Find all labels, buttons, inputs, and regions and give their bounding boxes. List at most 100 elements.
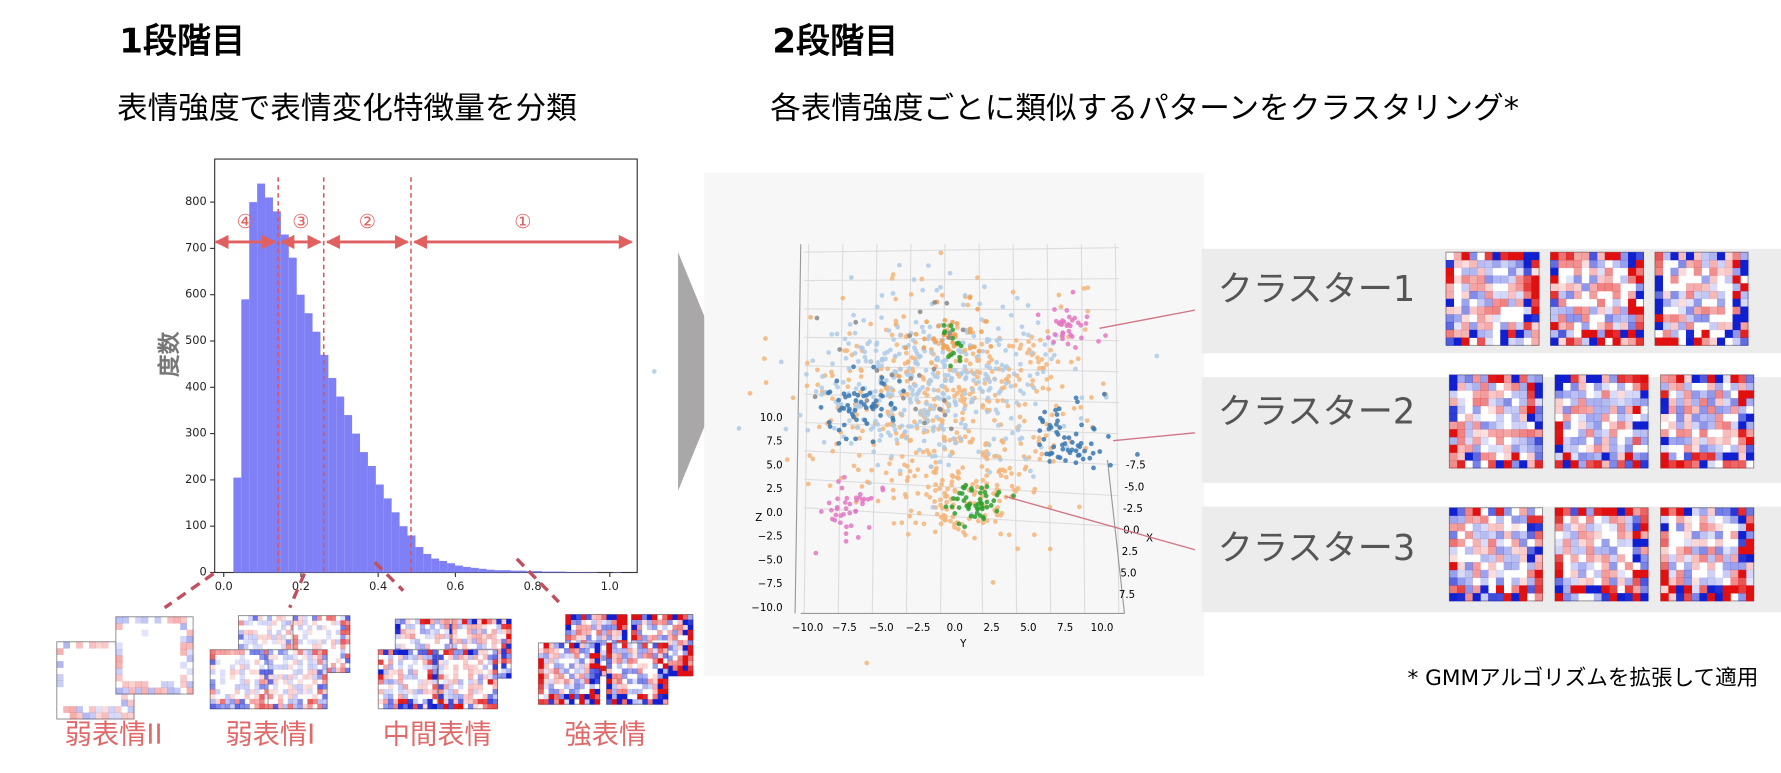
heatmap-cell xyxy=(434,638,440,645)
heatmap-cell xyxy=(1558,314,1567,323)
heatmap-cell xyxy=(397,654,404,660)
heatmap-cell xyxy=(1714,452,1724,461)
heatmap-cell xyxy=(1558,322,1567,331)
scatter-point xyxy=(1082,448,1087,454)
heatmap-cell xyxy=(538,673,544,680)
scatter-point xyxy=(925,409,931,415)
heatmap-cell xyxy=(397,659,404,665)
heatmap-cell xyxy=(1714,405,1724,415)
heatmap-cell xyxy=(1550,337,1559,346)
scatter-point xyxy=(804,360,810,366)
scatter-point xyxy=(1087,455,1093,461)
scatter-point xyxy=(908,292,914,297)
heatmap-cell xyxy=(1730,554,1739,563)
heatmap-cell xyxy=(287,703,294,710)
scatter-point xyxy=(962,391,968,396)
heatmap-cell xyxy=(1550,283,1559,292)
scatter-point xyxy=(869,467,875,473)
heatmap-cell xyxy=(1632,374,1641,383)
heatmap-cell xyxy=(1632,515,1641,524)
heatmap-cell xyxy=(584,663,590,669)
heatmap-cell xyxy=(1519,538,1528,547)
heatmap-cell xyxy=(1573,267,1582,276)
scatter-point xyxy=(958,436,964,442)
heatmap-cell xyxy=(1717,290,1726,300)
heatmap-cell xyxy=(1511,444,1520,453)
heatmap-cell xyxy=(186,629,194,637)
heatmap-cell xyxy=(657,634,663,641)
scatter-point xyxy=(847,510,853,516)
scatter-point xyxy=(975,374,980,380)
heatmap-cell xyxy=(491,619,497,625)
heatmap-cell xyxy=(616,653,623,659)
heatmap-cell xyxy=(558,673,565,680)
scatter-point xyxy=(962,347,968,353)
scatter-point xyxy=(846,341,851,346)
heatmap-cell xyxy=(135,687,142,695)
heatmap-cell xyxy=(487,694,493,700)
heatmap-cell xyxy=(1554,452,1564,461)
heatmap-cell xyxy=(543,678,549,685)
heatmap-cell xyxy=(1593,531,1602,540)
heatmap-cell xyxy=(1534,569,1543,578)
scatter-point xyxy=(1100,381,1106,387)
scatter-point xyxy=(966,428,972,434)
heatmap-cell xyxy=(1707,515,1716,524)
heatmap-cell xyxy=(1683,531,1692,540)
scatter-point xyxy=(803,372,809,377)
heatmap-cell xyxy=(574,678,580,685)
heatmap-cell xyxy=(1745,515,1755,524)
heatmap-cell xyxy=(410,628,416,635)
scatter-point xyxy=(838,402,844,407)
bar xyxy=(431,558,440,573)
heatmap-cell xyxy=(210,669,216,675)
heatmap-cell xyxy=(1670,314,1679,323)
scatter-point xyxy=(984,484,990,489)
heatmap-cell xyxy=(1745,546,1755,555)
heatmap-cell xyxy=(1632,382,1641,391)
heatmap-cell xyxy=(317,649,323,655)
heatmap-cell xyxy=(1596,267,1606,276)
heatmap-cell xyxy=(186,655,194,663)
heatmap-cell xyxy=(687,670,694,677)
scatter-point xyxy=(860,386,866,392)
scatter-point xyxy=(928,464,934,470)
scatter-point xyxy=(861,318,867,323)
scatter-point xyxy=(907,365,912,371)
heatmap-cell xyxy=(548,683,555,690)
heatmap-cell xyxy=(1472,398,1481,407)
heatmap-cell xyxy=(626,653,633,659)
heatmap-cell xyxy=(1691,562,1700,571)
heatmap xyxy=(1554,374,1649,469)
heatmap-cell xyxy=(657,668,664,674)
heatmap-cell xyxy=(606,688,612,695)
scatter-point xyxy=(846,377,852,383)
heatmap-cell xyxy=(481,628,487,635)
heatmap-cell xyxy=(424,619,431,625)
scatter-point xyxy=(921,427,927,433)
heatmap-cell xyxy=(1578,374,1587,383)
heatmap-cell xyxy=(268,654,274,660)
heatmap-cell xyxy=(393,703,399,710)
scatter-point xyxy=(942,398,947,403)
heatmap-cell xyxy=(1640,429,1649,438)
heatmap-cell xyxy=(1449,523,1458,532)
scatter-point xyxy=(1037,415,1043,421)
heatmap-cell xyxy=(321,625,327,631)
scatter-point xyxy=(932,529,938,535)
heatmap-cell xyxy=(88,641,96,649)
heatmap-cell xyxy=(584,699,590,705)
heatmap-cell xyxy=(1628,267,1637,276)
heatmap-cell xyxy=(1562,507,1571,516)
heatmap-cell xyxy=(1632,398,1641,407)
heatmap-cell xyxy=(553,653,560,659)
heatmap-cell xyxy=(601,670,607,677)
plot3d-panel xyxy=(704,172,1204,676)
heatmap-cell xyxy=(1745,382,1755,391)
heatmap-cell xyxy=(492,669,498,675)
heatmap-cell xyxy=(1722,585,1731,594)
heatmap-cell xyxy=(1660,546,1669,555)
heatmap-cell xyxy=(302,615,308,621)
heatmap-cell xyxy=(569,663,575,669)
scatter-point xyxy=(783,426,789,432)
